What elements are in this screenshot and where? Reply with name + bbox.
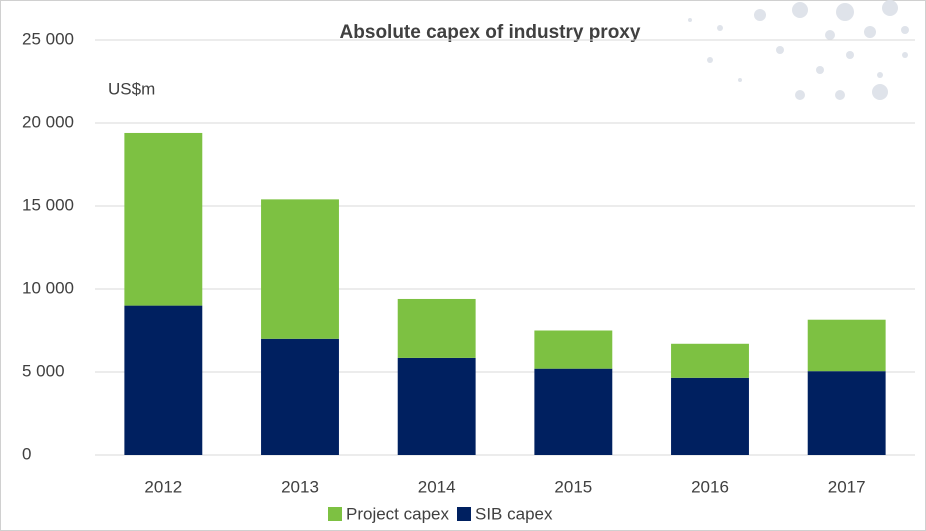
legend-label: SIB capex [475,504,553,523]
y-tick-label: 5 000 [22,361,65,380]
bar-segment [397,357,476,455]
decoration-dots [688,0,909,100]
x-tick-label: 2017 [828,477,866,496]
y-tick-label: 25 000 [22,29,74,48]
bar-segment [807,371,886,455]
bar-segment [671,377,749,455]
y-tick-label: 10 000 [22,278,74,297]
bar-segment [534,368,613,455]
bar-segment [124,132,203,306]
y-tick-label: 15 000 [22,195,74,214]
bar-segment [671,343,749,378]
x-tick-label: 2014 [418,477,456,496]
legend-swatch [457,507,471,521]
bar-segment [124,305,203,455]
x-tick-label: 2012 [144,477,182,496]
x-tick-label: 2013 [281,477,319,496]
y-tick-label: 0 [22,444,31,463]
bar-segment [397,298,476,358]
x-tick-label: 2015 [554,477,592,496]
bar-segment [261,199,339,339]
y-tick-label: 20 000 [22,112,74,131]
bar-segment [261,338,339,455]
bar-segment [534,330,613,369]
legend-swatch [328,507,342,521]
x-tick-label: 2016 [691,477,729,496]
unit-annotation: US$m [108,79,155,98]
bar-segment [807,319,886,372]
legend-label: Project capex [346,504,449,523]
chart-title: Absolute capex of industry proxy [340,22,641,43]
